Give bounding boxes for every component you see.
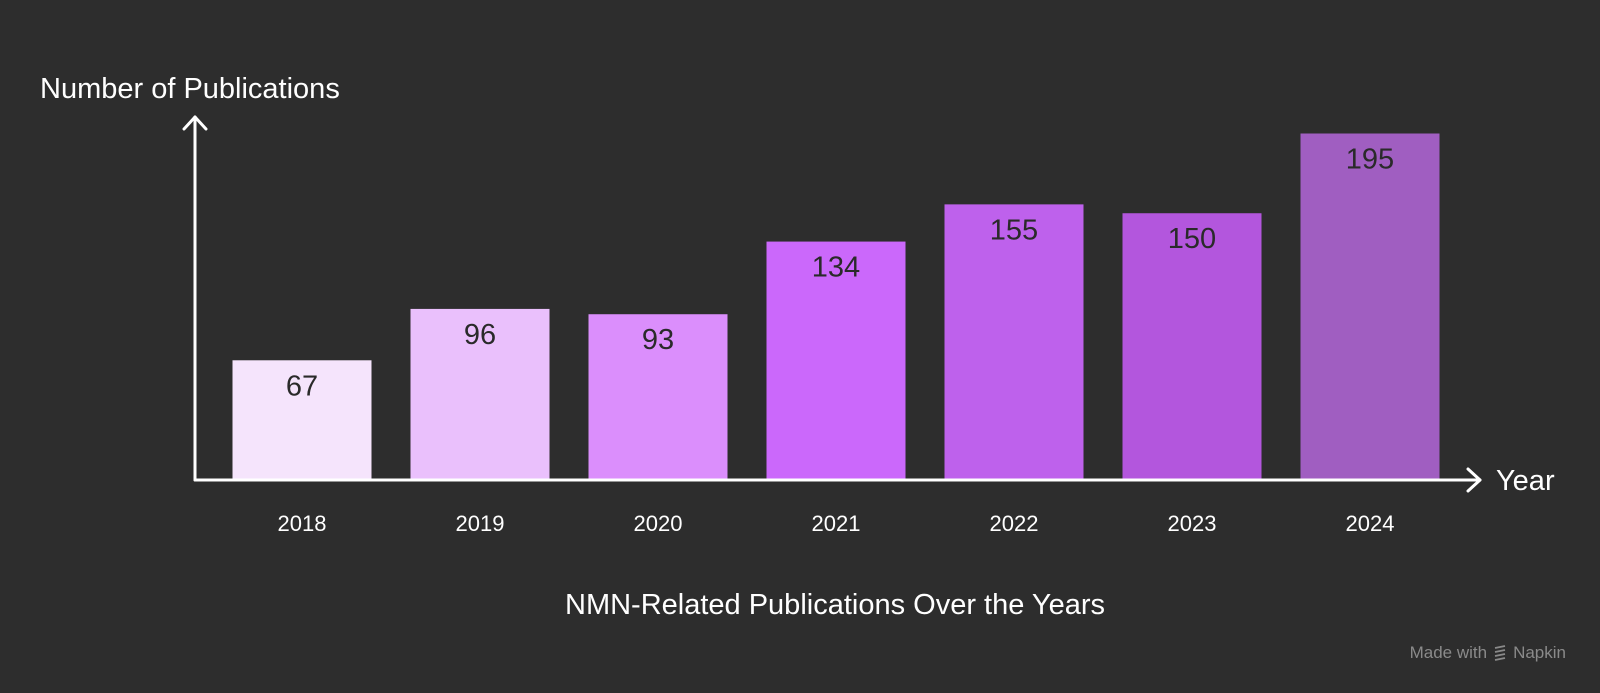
value-label-2021: 134 [812, 252, 860, 284]
value-label-2023: 150 [1168, 223, 1216, 255]
value-label-2018: 67 [286, 370, 318, 402]
y-axis-title: Number of Publications [40, 73, 340, 105]
value-label-2022: 155 [990, 214, 1038, 246]
bar-2018 [232, 360, 372, 479]
bar-2024 [1300, 133, 1440, 479]
chart-title: NMN-Related Publications Over the Years [565, 589, 1105, 621]
x-axis-title: Year [1496, 465, 1555, 497]
value-labels: 67 96 93 134 155 150 195 [286, 143, 1394, 402]
x-tick-label-2019: 2019 [456, 511, 505, 536]
x-tick-label-2023: 2023 [1168, 511, 1217, 536]
watermark-brand: Napkin [1513, 643, 1566, 662]
bar-2023 [1122, 213, 1262, 480]
x-tick-label-2018: 2018 [278, 511, 327, 536]
x-tick-label-2021: 2021 [812, 511, 861, 536]
bar-2021 [766, 241, 906, 479]
bar-2020 [588, 314, 728, 479]
x-axis-arrow-icon [1466, 467, 1482, 493]
bar-2019 [410, 308, 550, 479]
y-axis-arrow-icon [182, 115, 208, 131]
x-tick-labels: 2018 2019 2020 2021 2022 2023 2024 [278, 511, 1395, 536]
bar-2022 [944, 204, 1084, 479]
value-label-2020: 93 [642, 324, 674, 356]
value-label-2019: 96 [464, 319, 496, 351]
napkin-logo-icon [1494, 645, 1506, 661]
x-tick-label-2022: 2022 [990, 511, 1039, 536]
x-tick-label-2024: 2024 [1346, 511, 1395, 536]
x-tick-label-2020: 2020 [634, 511, 683, 536]
made-with-napkin-watermark: Made with Napkin [1410, 643, 1566, 663]
watermark-prefix: Made with [1409, 643, 1488, 662]
bars [232, 133, 1440, 480]
value-label-2024: 195 [1346, 143, 1394, 175]
